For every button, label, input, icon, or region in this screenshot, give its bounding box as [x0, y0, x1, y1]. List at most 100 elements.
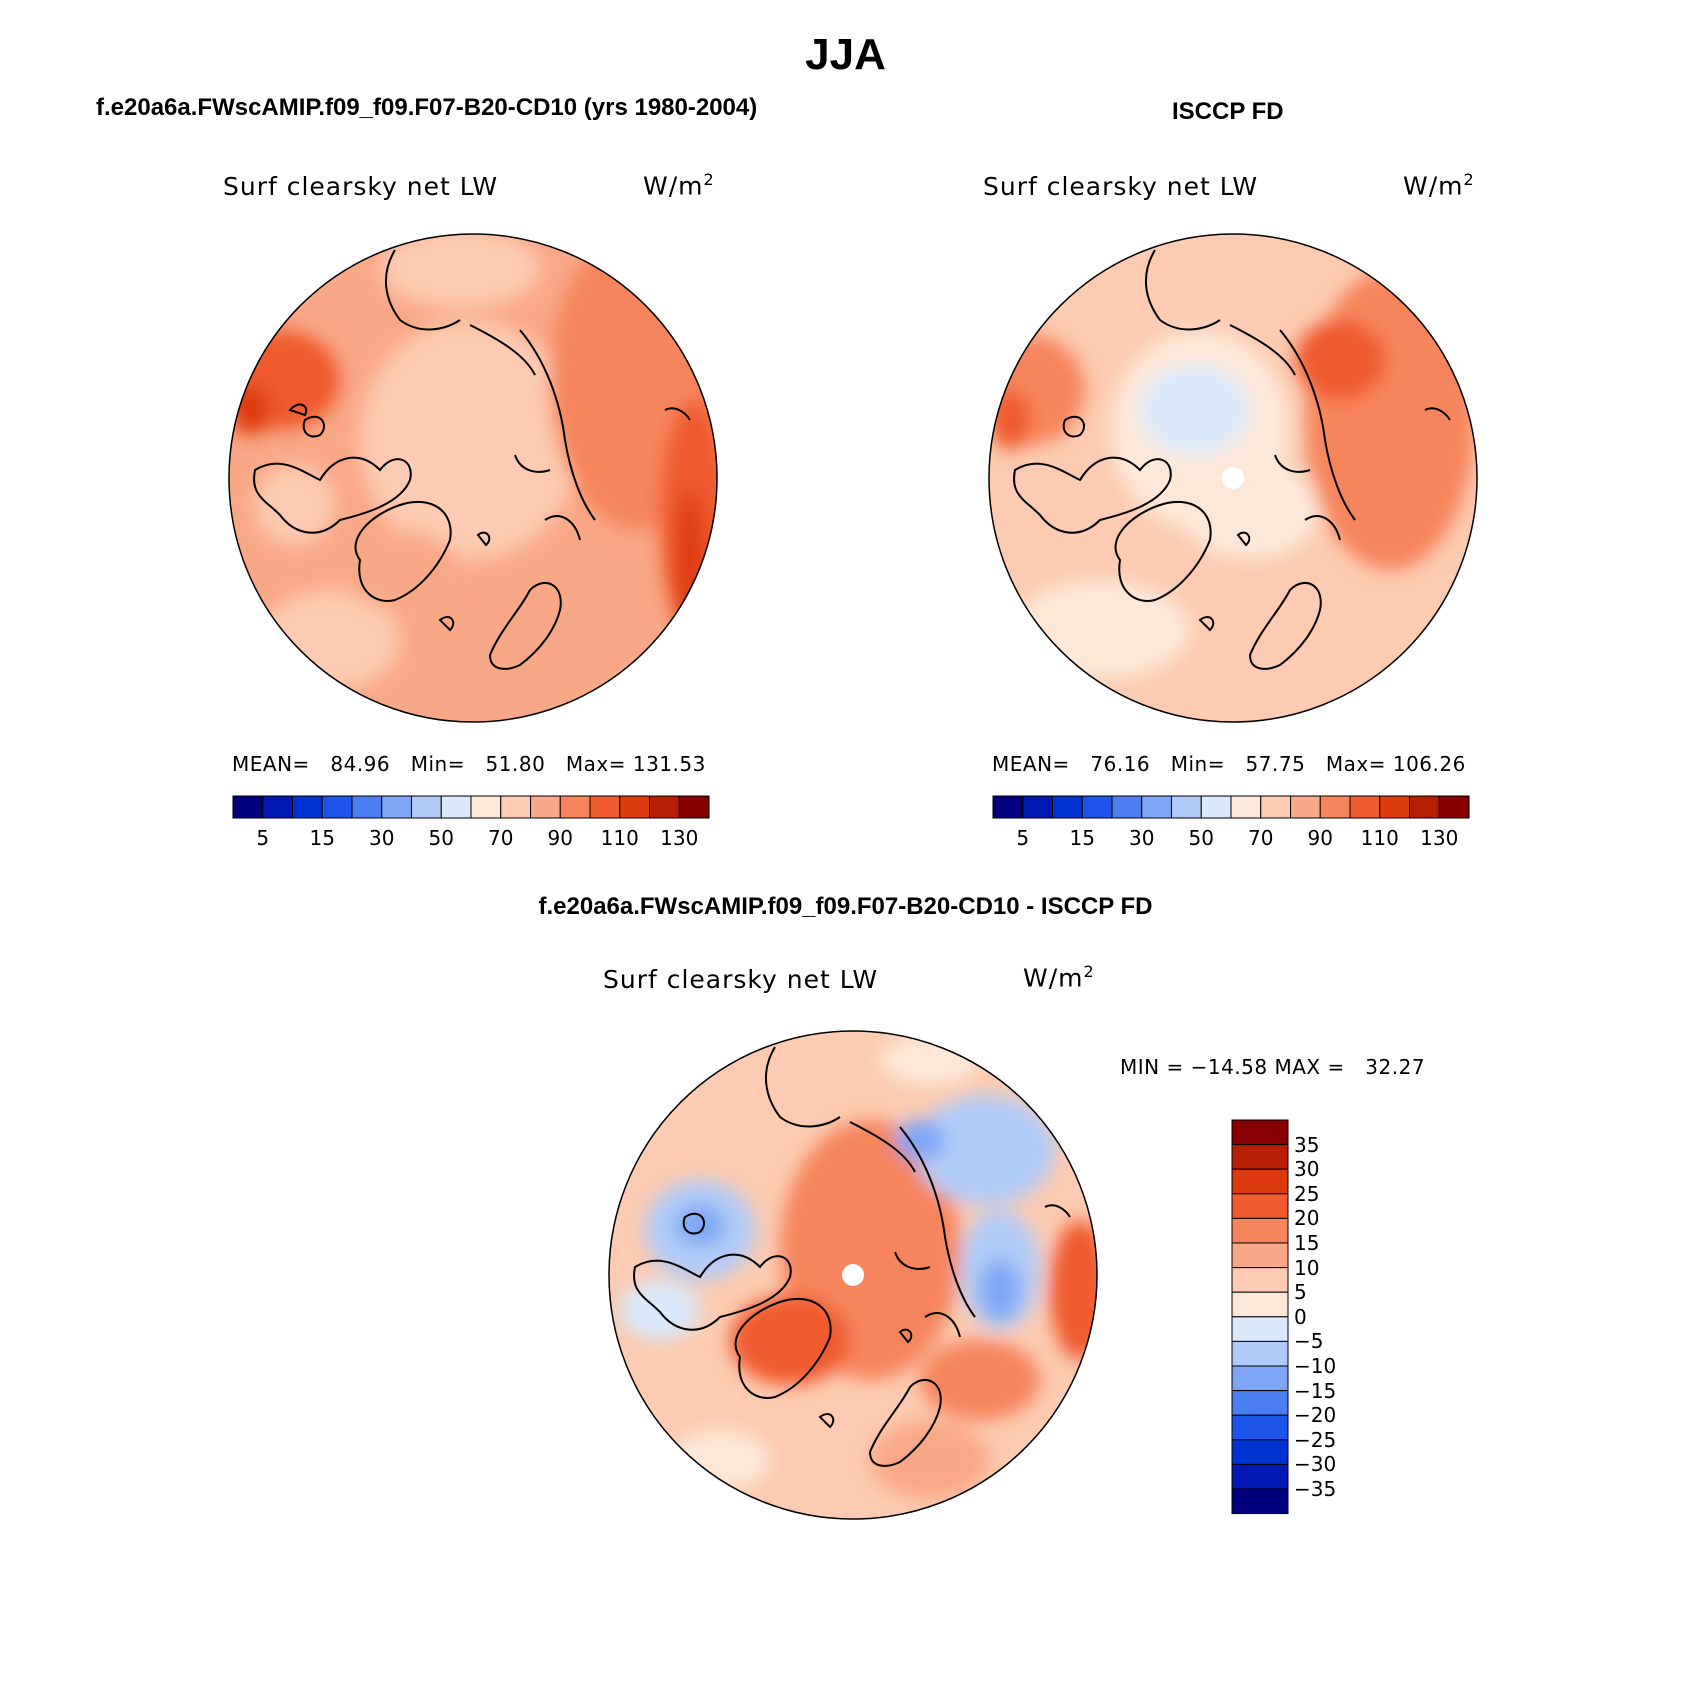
colorbar-swatch	[1022, 795, 1053, 819]
right-arctic-blue-field	[1140, 365, 1250, 455]
bottom-siberia-blue-field	[915, 1095, 1055, 1205]
vertical-colorbar-tick-label: −5	[1294, 1329, 1324, 1354]
vertical-colorbar-swatch	[1231, 1242, 1289, 1269]
bottom-panel-case-title: f.e20a6a.FWscAMIP.f09_f09.F07-B20-CD10 -…	[538, 893, 1153, 920]
main-title: JJA	[805, 30, 886, 79]
bottom-variable-label: Surf clearsky net LW	[603, 965, 879, 994]
vertical-colorbar-swatch	[1231, 1291, 1289, 1318]
vertical-colorbar-tick-label: 30	[1294, 1157, 1320, 1182]
vertical-colorbar-swatch	[1231, 1119, 1289, 1146]
vertical-colorbar-tick-label: −35	[1294, 1477, 1337, 1501]
colorbar-swatch	[559, 795, 591, 819]
colorbar-swatch	[381, 795, 412, 819]
vertical-colorbar-tick-label: −25	[1294, 1427, 1337, 1452]
colorbar-swatch	[1200, 795, 1232, 819]
colorbar-swatch	[351, 795, 383, 819]
bottom-units-label: W/m2	[1023, 962, 1095, 993]
vertical-colorbar-swatch	[1231, 1365, 1289, 1392]
colorbar-tick-label: 30	[369, 826, 395, 850]
vertical-colorbar-swatch	[1231, 1217, 1289, 1244]
colorbar-swatch	[321, 795, 353, 819]
colorbar-swatch	[589, 795, 621, 819]
colorbar-swatch	[292, 795, 323, 819]
bottom-minmax: MIN = −14.58 MAX = 32.27	[1120, 1055, 1426, 1079]
vertical-colorbar-tick-label: 35	[1294, 1132, 1320, 1157]
right-siberia-field	[989, 335, 1085, 445]
colorbar-swatch	[470, 795, 502, 819]
colorbar-tick-label: 30	[1129, 826, 1155, 850]
vertical-colorbar-swatch	[1231, 1340, 1289, 1367]
vertical-colorbar-tick-label: −20	[1294, 1403, 1337, 1428]
vertical-colorbar-swatch	[1231, 1193, 1289, 1219]
colorbar-tick-label: 90	[547, 826, 573, 850]
right-horizontal-colorbar	[992, 795, 1470, 819]
left-stats: MEAN= 84.96 Min= 51.80 Max= 131.53	[232, 752, 706, 776]
right-map-border	[988, 233, 1478, 723]
right-map-fields	[989, 270, 1475, 690]
bottom-coastlines	[633, 1046, 1071, 1467]
vertical-colorbar-tick-label: 25	[1294, 1181, 1320, 1206]
colorbar-swatch	[1052, 795, 1083, 819]
left-siberia-coast	[519, 329, 596, 521]
colorbar-tick-label: 110	[600, 826, 639, 850]
colorbar-swatch	[1438, 795, 1470, 819]
bottom-map-fields	[620, 1035, 1097, 1500]
left-canada-coast	[253, 456, 412, 534]
right-pole-hole	[1222, 467, 1244, 489]
left-coastlines	[253, 249, 691, 670]
right-canada-coast	[1013, 456, 1172, 534]
colorbar-swatch	[1230, 795, 1262, 819]
right-units-label: W/m2	[1403, 170, 1475, 201]
bottom-map-border	[608, 1030, 1098, 1520]
bottom-greenland-coast	[734, 1297, 832, 1399]
right-stats: MEAN= 76.16 Min= 57.75 Max= 106.26	[992, 752, 1466, 776]
vertical-colorbar-swatch	[1231, 1390, 1289, 1416]
vertical-colorbar-swatch	[1231, 1168, 1289, 1195]
colorbar-tick-label: 5	[1016, 826, 1030, 850]
vertical-colorbar-swatch	[1231, 1267, 1289, 1293]
bottom-polar-map	[609, 1031, 1097, 1519]
vertical-colorbar-tick-label: 0	[1294, 1304, 1307, 1329]
right-siberia-coast	[1279, 329, 1356, 521]
vertical-colorbar-tick-label: 15	[1294, 1231, 1320, 1255]
colorbar-swatch	[1141, 795, 1172, 819]
vertical-colorbar-swatch	[1231, 1414, 1289, 1441]
vertical-colorbar-tick-label: 20	[1294, 1206, 1320, 1231]
left-greenland-coast	[354, 500, 452, 602]
colorbar-swatch	[440, 795, 472, 819]
colorbar-swatch	[649, 795, 680, 819]
left-arctic-ocean-field	[360, 320, 580, 560]
vertical-colorbar-tick-label: −30	[1294, 1452, 1337, 1477]
right-coastlines	[1013, 249, 1451, 670]
left-polar-map	[229, 234, 717, 722]
colorbar-tick-label: 130	[660, 826, 699, 850]
right-variable-label: Surf clearsky net LW	[983, 172, 1259, 201]
vertical-colorbar-tick-label: 10	[1294, 1255, 1320, 1280]
colorbar-swatch	[1260, 795, 1291, 819]
colorbar-swatch	[411, 795, 442, 819]
colorbar-swatch	[992, 795, 1024, 819]
colorbar-tick-label: 70	[1248, 826, 1274, 850]
bottom-pole-hole	[842, 1264, 864, 1286]
vertical-colorbar-tick-label: −10	[1294, 1354, 1337, 1378]
colorbar-tick-label: 70	[488, 826, 514, 850]
colorbar-tick-label: 130	[1420, 826, 1459, 850]
colorbar-swatch	[1379, 795, 1410, 819]
colorbar-swatch	[619, 795, 650, 819]
vertical-colorbar-swatch	[1231, 1488, 1289, 1515]
colorbar-swatch	[500, 795, 531, 819]
colorbar-tick-label: 5	[256, 826, 270, 850]
vertical-colorbar-tick-label: 5	[1294, 1280, 1307, 1305]
colorbar-swatch	[1409, 795, 1440, 819]
colorbar-tick-label: 110	[1360, 826, 1399, 850]
left-horizontal-colorbar	[232, 795, 710, 819]
vertical-colorbar-swatch	[1231, 1463, 1289, 1490]
left-units-label: W/m2	[643, 170, 715, 201]
colorbar-swatch	[1290, 795, 1321, 819]
colorbar-tick-label: 15	[309, 826, 335, 850]
bottom-scandinavia-coast	[868, 1378, 942, 1467]
colorbar-swatch	[262, 795, 293, 819]
right-panel-case-title: ISCCP FD	[1172, 98, 1284, 125]
colorbar-swatch	[1081, 795, 1113, 819]
